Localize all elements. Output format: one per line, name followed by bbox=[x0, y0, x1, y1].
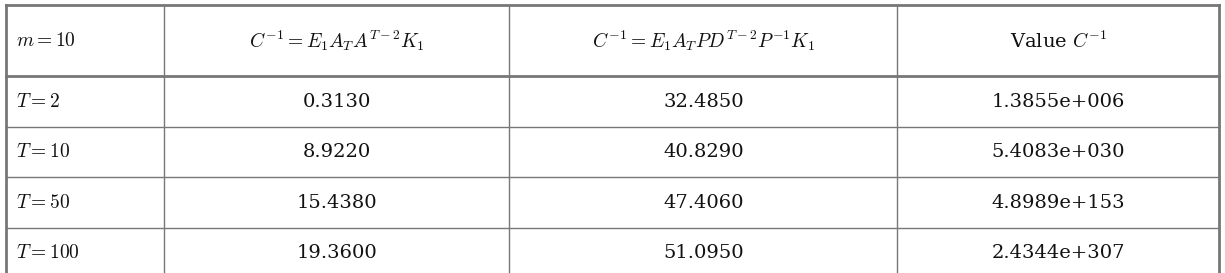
Text: $m = 10$: $m = 10$ bbox=[16, 32, 76, 50]
Text: $T = 2$: $T = 2$ bbox=[16, 93, 60, 111]
Text: 8.9220: 8.9220 bbox=[303, 143, 371, 161]
Text: 1.3855e+006: 1.3855e+006 bbox=[991, 93, 1125, 111]
Text: 51.0950: 51.0950 bbox=[663, 244, 744, 262]
Text: 19.3600: 19.3600 bbox=[296, 244, 377, 262]
Text: 47.4060: 47.4060 bbox=[663, 194, 744, 212]
Text: 0.3130: 0.3130 bbox=[303, 93, 371, 111]
Text: 5.4083e+030: 5.4083e+030 bbox=[991, 143, 1125, 161]
Text: 2.4344e+307: 2.4344e+307 bbox=[991, 244, 1125, 262]
Text: $C^{-1} = E_1A_TPD^{T-2}P^{-1}K_1$: $C^{-1} = E_1A_TPD^{T-2}P^{-1}K_1$ bbox=[592, 29, 815, 53]
Text: $T = 50$: $T = 50$ bbox=[16, 194, 70, 212]
Text: $T = 10$: $T = 10$ bbox=[16, 143, 70, 161]
Text: 15.4380: 15.4380 bbox=[296, 194, 377, 212]
Text: 32.4850: 32.4850 bbox=[663, 93, 744, 111]
Text: $T = 100$: $T = 100$ bbox=[16, 244, 80, 262]
Text: Value $C^{-1}$: Value $C^{-1}$ bbox=[1009, 30, 1107, 52]
Text: 40.8290: 40.8290 bbox=[663, 143, 744, 161]
Text: 4.8989e+153: 4.8989e+153 bbox=[991, 194, 1125, 212]
Text: $C^{-1} = E_1A_TA^{T-2}K_1$: $C^{-1} = E_1A_TA^{T-2}K_1$ bbox=[249, 29, 425, 53]
